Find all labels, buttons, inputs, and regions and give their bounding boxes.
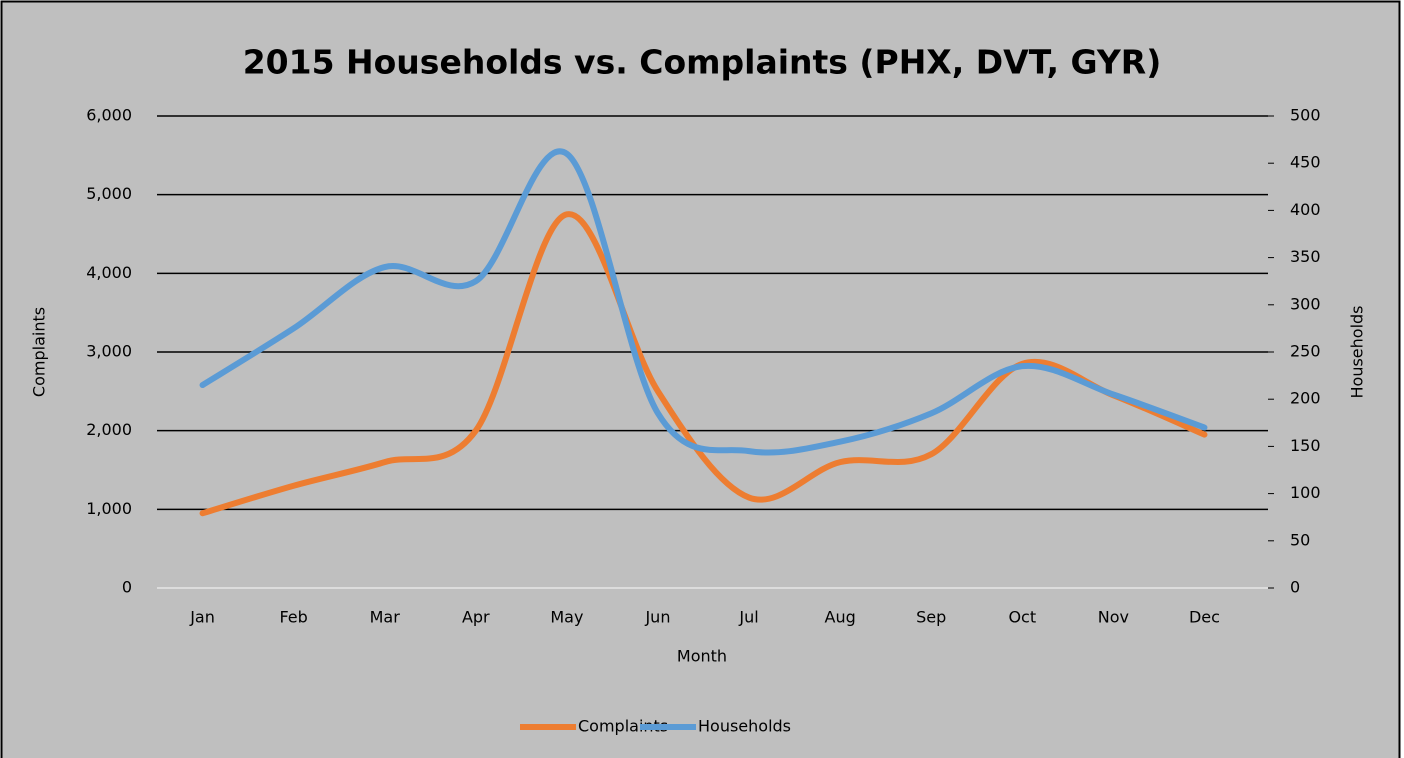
x-tick-label: Mar [370,608,401,627]
legend-label: Households [698,717,791,736]
y2-tick-label: 250 [1290,342,1321,361]
x-tick-label: May [550,608,583,627]
y2-tick-label: 500 [1290,106,1321,125]
y2-tick-label: 50 [1290,530,1310,549]
y2-axis-title: Households [1348,305,1367,398]
y-tick-label: 2,000 [86,420,132,439]
y-tick-label: 6,000 [86,106,132,125]
y2-tick-label: 300 [1290,294,1321,313]
y-tick-label: 0 [122,578,132,597]
y-tick-label: 3,000 [86,342,132,361]
y2-tick-label: 350 [1290,247,1321,266]
y-axis-title: Complaints [30,307,49,397]
x-tick-label: Jul [738,608,758,627]
x-tick-label: Jun [644,608,670,627]
x-tick-label: Feb [279,608,307,627]
x-tick-label: Aug [825,608,856,627]
series-line [199,148,1208,456]
y2-tick-label: 450 [1290,153,1321,172]
y2-tick-label: 400 [1290,200,1321,219]
y-tick-label: 4,000 [86,263,132,282]
x-axis-title: Month [677,647,727,666]
chart-title: 2015 Households vs. Complaints (PHX, DVT… [243,43,1162,82]
y2-tick-label: 0 [1290,578,1300,597]
x-tick-label: Apr [462,608,490,627]
x-tick-label: Sep [916,608,946,627]
x-tick-label: Jan [189,608,215,627]
x-tick-label: Oct [1008,608,1036,627]
y-tick-label: 1,000 [86,499,132,518]
x-tick-label: Nov [1098,608,1129,627]
y2-tick-label: 200 [1290,389,1321,408]
legend-label: Complaints [578,717,668,736]
y-tick-label: 5,000 [86,184,132,203]
y2-tick-label: 150 [1290,436,1321,455]
x-tick-label: Dec [1189,608,1220,627]
y2-tick-label: 100 [1290,483,1321,502]
